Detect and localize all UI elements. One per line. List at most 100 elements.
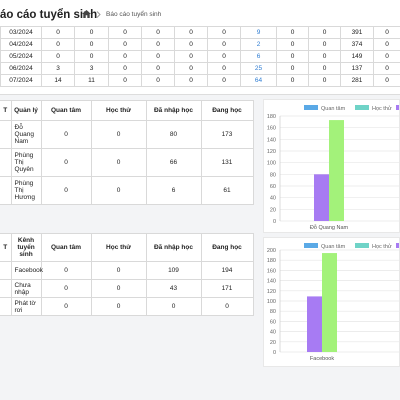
col-header-dang-hoc[interactable]: Đang học <box>200 100 254 121</box>
value-cell[interactable]: 9 <box>240 26 277 39</box>
bar-đỗ-quang-nam-series-3[interactable] <box>329 120 344 221</box>
chevron-right-icon <box>96 10 101 18</box>
index-cell <box>0 148 12 177</box>
table-row: 04/2024 0 0 0 0 0 0 2 0 0 374 0 <box>0 38 400 51</box>
value-cell: 0 <box>373 50 400 63</box>
hoc-thu-cell: 0 <box>90 279 147 298</box>
value-cell: 0 <box>74 26 109 39</box>
table-row: Chưa nhập 0 0 43 171 <box>0 279 254 298</box>
monthly-report-table: 03/2024 0 0 0 0 0 0 9 0 0 391 0 04/2024 0 0 0 0 0 0 2 0 0 374 0… <box>0 26 400 87</box>
legend-swatch[interactable] <box>304 105 318 110</box>
y-tick-label: 20 <box>270 340 276 346</box>
month-cell: 03/2024 <box>0 26 42 39</box>
legend-swatch[interactable] <box>396 243 400 248</box>
value-cell[interactable]: 25 <box>240 62 277 75</box>
col-header-hoc-thu[interactable]: Học thử <box>90 100 147 121</box>
col-header-da-nhap-hoc[interactable]: Đã nhập học <box>145 100 202 121</box>
page-bottom <box>0 377 400 400</box>
table-row: Facebook 0 0 109 194 <box>0 261 254 280</box>
legend-label[interactable]: Quan tâm <box>321 244 346 250</box>
value-cell: 0 <box>373 62 400 75</box>
manager-report-table: T Quản lý Quan tâm Học thử Đã nhập học Đ… <box>0 100 254 205</box>
y-tick-label: 80 <box>270 309 276 315</box>
index-cell <box>0 120 12 149</box>
value-cell: 0 <box>108 50 142 63</box>
y-tick-label: 100 <box>267 161 276 167</box>
col-header-channel[interactable]: Kênh tuyển sinh <box>10 233 42 262</box>
value-cell: 137 <box>340 62 374 75</box>
channel-bar-chart: Quan tâm Học thử 0 20 40 60 80 100 120 140 160 180 2… <box>267 243 400 362</box>
channel-report-table: T Kênh tuyển sinh Quan tâm Học thử Đã nh… <box>0 233 254 316</box>
value-cell: 0 <box>74 38 109 51</box>
legend-swatch[interactable] <box>355 105 369 110</box>
x-tick-label: Đỗ Quang Nam <box>310 224 349 231</box>
hoc-thu-cell: 0 <box>90 120 147 149</box>
home-icon[interactable] <box>82 10 91 18</box>
legend-swatch[interactable] <box>396 105 400 110</box>
quan-tam-cell: 0 <box>40 261 92 280</box>
name-cell: Đỗ Quang Nam <box>10 120 42 149</box>
quan-tam-cell: 0 <box>40 176 92 205</box>
bar-đỗ-quang-nam-series-2[interactable] <box>314 174 329 221</box>
value-cell: 0 <box>373 74 400 87</box>
bar-facebook-series-2[interactable] <box>307 296 322 352</box>
value-cell[interactable]: 6 <box>240 50 277 63</box>
da-nhap-hoc-cell: 6 <box>145 176 202 205</box>
value-cell: 0 <box>174 50 208 63</box>
col-header-index: T <box>0 233 12 262</box>
value-cell: 0 <box>308 74 341 87</box>
quan-tam-cell: 0 <box>40 148 92 177</box>
col-header-da-nhap-hoc[interactable]: Đã nhập học <box>145 233 202 262</box>
index-cell <box>0 297 12 316</box>
value-cell: 0 <box>141 62 175 75</box>
col-header-dang-hoc[interactable]: Đang học <box>200 233 254 262</box>
dang-hoc-cell: 194 <box>200 261 254 280</box>
legend-label[interactable]: Học thử <box>372 105 392 112</box>
value-cell: 149 <box>340 50 374 63</box>
hoc-thu-cell: 0 <box>90 297 147 316</box>
table-row: Phát tờ rơi 0 0 0 0 <box>0 297 254 316</box>
manager-chart-panel: Quan tâm Học thử 0 20 40 60 80 100 120 140 160 180 Đ… <box>263 99 400 233</box>
value-cell: 0 <box>108 62 142 75</box>
value-cell: 0 <box>207 26 241 39</box>
value-cell: 391 <box>340 26 374 39</box>
value-cell: 0 <box>276 26 309 39</box>
legend-label[interactable]: Quan tâm <box>321 106 346 112</box>
value-cell: 0 <box>207 50 241 63</box>
value-cell[interactable]: 64 <box>240 74 277 87</box>
table-row: 07/2024 14 11 0 0 0 0 64 0 0 281 0 <box>0 74 400 87</box>
value-cell: 0 <box>174 26 208 39</box>
legend-swatch[interactable] <box>304 243 318 248</box>
value-cell: 0 <box>207 62 241 75</box>
breadcrumb-current[interactable]: Báo cáo tuyển sinh <box>106 10 162 18</box>
quan-tam-cell: 0 <box>40 120 92 149</box>
quan-tam-cell: 0 <box>40 297 92 316</box>
channel-report-panel: T Kênh tuyển sinh Quan tâm Học thử Đã nh… <box>0 233 254 316</box>
value-cell: 14 <box>41 74 75 87</box>
da-nhap-hoc-cell: 43 <box>145 279 202 298</box>
table-row: Phùng Thị Quyên 0 0 66 131 <box>0 148 254 177</box>
value-cell: 0 <box>174 38 208 51</box>
col-header-manager[interactable]: Quản lý <box>10 100 42 121</box>
value-cell[interactable]: 2 <box>240 38 277 51</box>
value-cell: 0 <box>308 50 341 63</box>
dang-hoc-cell: 173 <box>200 120 254 149</box>
y-tick-label: 160 <box>267 126 276 132</box>
col-header-quan-tam[interactable]: Quan tâm <box>40 100 92 121</box>
value-cell: 0 <box>308 62 341 75</box>
hoc-thu-cell: 0 <box>90 261 147 280</box>
y-tick-label: 40 <box>270 330 276 336</box>
legend-swatch[interactable] <box>355 243 369 248</box>
index-cell <box>0 279 12 298</box>
y-tick-label: 180 <box>267 258 276 264</box>
value-cell: 0 <box>373 38 400 51</box>
col-header-hoc-thu[interactable]: Học thử <box>90 233 147 262</box>
y-tick-label: 140 <box>267 137 276 143</box>
bar-facebook-series-3[interactable] <box>322 253 337 352</box>
col-header-quan-tam[interactable]: Quan tâm <box>40 233 92 262</box>
value-cell: 0 <box>108 26 142 39</box>
y-tick-label: 180 <box>267 114 276 120</box>
dang-hoc-cell: 131 <box>200 148 254 177</box>
legend-label[interactable]: Học thử <box>372 243 392 250</box>
index-cell <box>0 261 12 280</box>
